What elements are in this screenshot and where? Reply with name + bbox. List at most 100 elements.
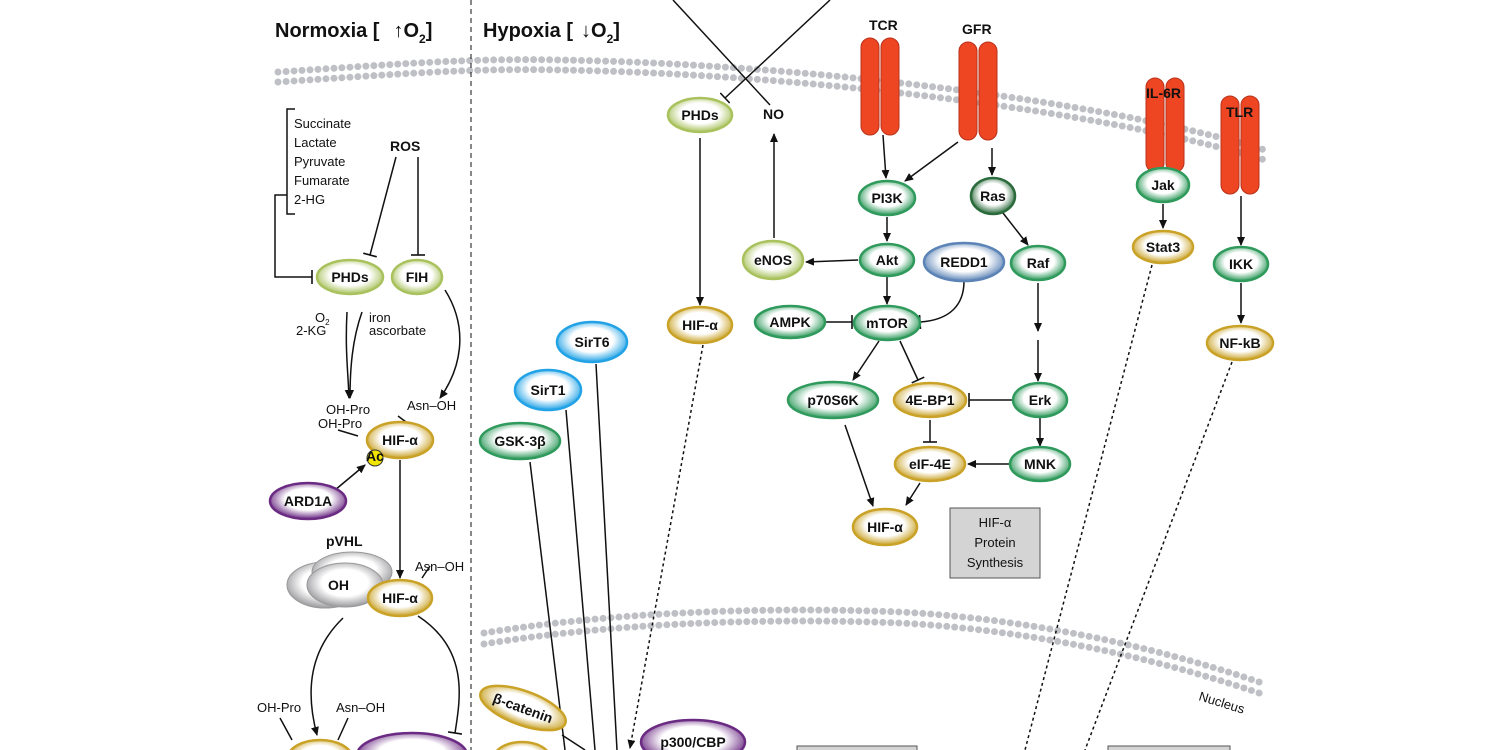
- node-nfkb[interactable]: NF-kB: [1205, 324, 1275, 362]
- node-label: ARD1A: [284, 493, 332, 509]
- node-phds-l[interactable]: PHDs: [315, 258, 385, 296]
- edge: [904, 141, 959, 182]
- edge: [1002, 212, 1029, 246]
- node-mnk[interactable]: MNK: [1008, 445, 1072, 483]
- node-mtor[interactable]: mTOR: [852, 304, 922, 342]
- node-shape: [753, 304, 827, 340]
- node-sirt1[interactable]: SirT1: [513, 368, 583, 412]
- node-hif-l2[interactable]: HIF-α: [366, 578, 434, 618]
- node-label: HIF-α: [382, 590, 418, 606]
- node-label: SirT6: [574, 334, 609, 350]
- edge: [918, 280, 965, 330]
- node-ard1a[interactable]: ARD1A: [268, 481, 348, 521]
- node-label: Jak: [1151, 177, 1175, 193]
- node-stat3[interactable]: Stat3: [1131, 229, 1195, 265]
- oh-pro-label: OH-Pro: [318, 416, 362, 431]
- node-label: HIF-α: [682, 317, 718, 333]
- edge: [346, 311, 363, 399]
- edge: [363, 156, 397, 258]
- node-jak[interactable]: Jak: [1135, 166, 1191, 204]
- nuclear-membrane: [480, 606, 1269, 699]
- node-pi3k[interactable]: PI3K: [857, 179, 917, 217]
- edge: [561, 734, 586, 750]
- node-akt[interactable]: Akt: [858, 242, 916, 278]
- metabolite-item: Fumarate: [294, 173, 350, 188]
- edge: [417, 615, 463, 735]
- oh-pro-label: OH-Pro: [326, 402, 370, 417]
- node-ras[interactable]: Ras: [969, 176, 1017, 216]
- node-label: Stat3: [1146, 239, 1180, 255]
- metabolite-item: 2-HG: [294, 192, 325, 207]
- nuclear-box: [796, 745, 918, 750]
- oh-label: OH: [328, 577, 349, 593]
- node-p300-l[interactable]: p300/CBP: [357, 731, 467, 750]
- tcr-receptor: [860, 37, 900, 136]
- edge: [529, 461, 566, 750]
- node-shape: [1009, 244, 1067, 282]
- metabolite-item: Pyruvate: [294, 154, 345, 169]
- node-hif-l1[interactable]: HIF-α: [365, 420, 435, 460]
- node-shape: [1131, 229, 1195, 265]
- node-phds-m[interactable]: PHDs: [666, 96, 734, 134]
- node-label: Akt: [876, 252, 899, 268]
- node-shape: [268, 481, 348, 521]
- node-label: mTOR: [866, 315, 908, 331]
- node-erk[interactable]: Erk: [1011, 381, 1069, 419]
- node-raf[interactable]: Raf: [1009, 244, 1067, 282]
- gfr-receptor: [958, 41, 998, 141]
- edge: [805, 257, 859, 266]
- node-enos[interactable]: eNOS: [741, 239, 805, 281]
- connector: [337, 429, 359, 437]
- node-p70[interactable]: p70S6K: [786, 380, 880, 420]
- node-label: FIH: [406, 269, 429, 285]
- node-fih[interactable]: FIH: [390, 258, 444, 296]
- hypoxia-title: Hypoxia [↓O2]: [483, 20, 620, 46]
- nucleus-label: Nucleus: [1197, 689, 1247, 717]
- node-hif-r[interactable]: HIF-α: [851, 507, 919, 547]
- node-redd1[interactable]: REDD1: [922, 241, 1006, 283]
- node-label: Raf: [1027, 255, 1050, 271]
- ac-label: Ac: [366, 448, 384, 464]
- node-ampk[interactable]: AMPK: [753, 304, 827, 340]
- node-label: Erk: [1029, 392, 1052, 408]
- metabolite-list: Succinate Lactate Pyruvate Fumarate 2-HG: [294, 116, 351, 207]
- metabolite-item: Succinate: [294, 116, 351, 131]
- edge: [1024, 264, 1153, 750]
- gfr-label: GFR: [962, 21, 992, 37]
- node-ikk[interactable]: IKK: [1212, 245, 1270, 283]
- node-hif-m[interactable]: HIF-α: [666, 305, 734, 345]
- node-shape: [555, 320, 629, 364]
- node-label: HIF-α: [867, 519, 903, 535]
- node-gold-m[interactable]: [494, 740, 550, 750]
- node-gsk[interactable]: GSK-3β: [478, 421, 562, 461]
- node-ebp1[interactable]: 4E-BP1: [892, 381, 968, 419]
- node-eif4e[interactable]: eIF-4E: [893, 445, 967, 483]
- node-shape: [851, 507, 919, 547]
- nuclear-box: [1107, 745, 1231, 750]
- node-label: IKK: [1229, 256, 1253, 272]
- node-label: eNOS: [754, 252, 792, 268]
- node-shape: [390, 258, 444, 296]
- node-shape: [892, 381, 968, 419]
- node-shape: [852, 304, 922, 342]
- node-shape: [666, 96, 734, 134]
- normoxia-title: Normoxia [↑O2]: [275, 20, 432, 46]
- node-label: 4E-BP1: [905, 392, 954, 408]
- node-shape: [969, 176, 1017, 216]
- node-hif-l3[interactable]: HIF: [288, 738, 352, 750]
- ros-label: ROS: [390, 138, 420, 154]
- node-shape: [639, 718, 747, 750]
- box-line: Protein: [974, 535, 1015, 550]
- edge: [899, 340, 925, 384]
- connector: [279, 717, 293, 741]
- node-label: p70S6K: [807, 392, 858, 408]
- node-shape: [1212, 245, 1270, 283]
- node-label: p300/CBP: [660, 734, 725, 750]
- node-p300-m[interactable]: p300/CBP: [639, 718, 747, 750]
- iron-label: iron: [369, 310, 391, 325]
- node-shape: [741, 239, 805, 281]
- acetyl-badge: Ac: [366, 448, 384, 467]
- node-shape: [479, 684, 567, 732]
- node-sirt6[interactable]: SirT6: [555, 320, 629, 364]
